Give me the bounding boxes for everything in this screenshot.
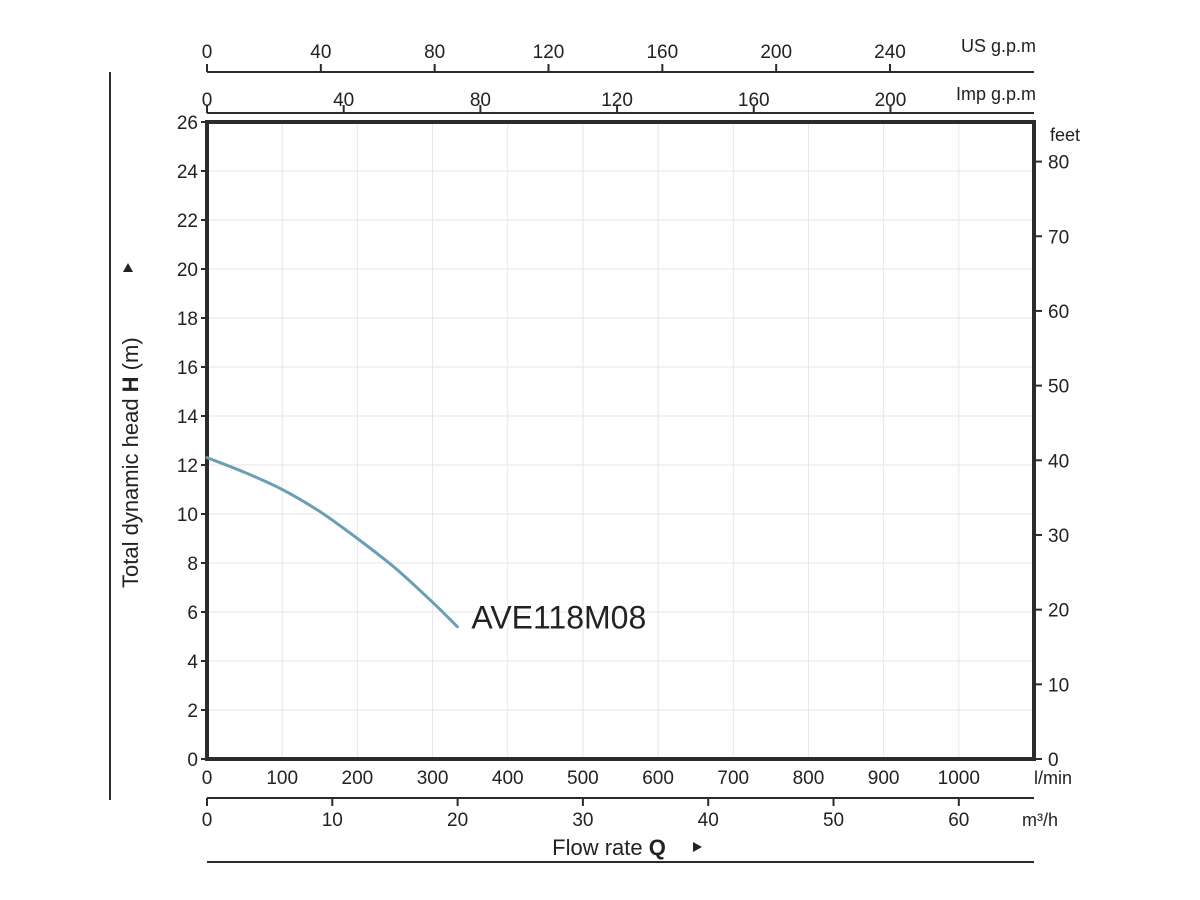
feet-axis-tick-label: 40 xyxy=(1048,451,1069,472)
y-axis-tick-label: 18 xyxy=(177,309,198,330)
us-gpm-axis-tick-label: 40 xyxy=(310,42,331,63)
us-gpm-axis-tick-label: 80 xyxy=(424,42,445,63)
imp-gpm-axis-tick-label: 200 xyxy=(875,90,907,111)
y-axis-tick-label: 0 xyxy=(187,750,198,771)
y-axis-feet: 0 10 20 30 40 50 60 70 80 feet xyxy=(1034,125,1080,771)
m3h-axis-tick-label: 40 xyxy=(698,810,719,831)
m3h-axis-tick-label: 60 xyxy=(948,810,969,831)
y-axis-title-prefix: Total dynamic head xyxy=(118,392,143,588)
us-gpm-axis-unit-label: US g.p.m xyxy=(961,36,1036,56)
m3h-axis-tick-label: 50 xyxy=(823,810,844,831)
feet-axis-tick-label: 0 xyxy=(1048,750,1059,771)
lmin-axis-tick-label: 400 xyxy=(492,768,524,789)
x-axis-title: Flow rate Q xyxy=(552,835,666,860)
y-axis-tick-label: 14 xyxy=(177,407,199,428)
feet-axis-tick-label: 60 xyxy=(1048,302,1069,323)
y-axis-tick-label: 2 xyxy=(187,701,198,722)
lmin-axis-tick-label: 800 xyxy=(793,768,825,789)
y-axis-tick-label: 24 xyxy=(177,162,199,183)
y-axis-tick-label: 16 xyxy=(177,358,198,379)
lmin-axis-tick-label: 600 xyxy=(642,768,674,789)
lmin-axis-tick-label: 0 xyxy=(202,768,213,789)
us-gpm-axis-tick-label: 160 xyxy=(646,42,678,63)
y-axis-title: Total dynamic head H (m) xyxy=(118,337,143,588)
imp-gpm-axis-tick-label: 160 xyxy=(738,90,770,111)
plot-frame xyxy=(205,120,1036,761)
y-axis-arrow-icon xyxy=(123,263,133,272)
imp-gpm-axis-tick-label: 40 xyxy=(333,90,354,111)
y-axis-tick-label: 22 xyxy=(177,211,198,232)
us-gpm-axis-tick-label: 0 xyxy=(202,42,213,63)
lmin-axis-tick-label: 200 xyxy=(342,768,374,789)
us-gpm-axis-tick-label: 200 xyxy=(760,42,792,63)
y-axis-tick-label: 20 xyxy=(177,260,198,281)
imp-gpm-axis-unit-label: Imp g.p.m xyxy=(956,84,1036,104)
lmin-axis-tick-label: 900 xyxy=(868,768,900,789)
feet-axis-tick-label: 10 xyxy=(1048,675,1069,696)
feet-axis-tick-label: 80 xyxy=(1048,153,1069,174)
m3h-axis-tick-label: 20 xyxy=(447,810,468,831)
y-axis-tick-label: 26 xyxy=(177,113,198,134)
top-flow-scales: 0 40 80 120 160 200 240 US g.p.m 0 40 80 120 160 200 I… xyxy=(202,36,1036,114)
feet-axis-tick-label: 30 xyxy=(1048,526,1069,547)
series-layer: AVE118M08 xyxy=(205,456,646,636)
bottom-flow-scales: 0 100 200 300 400 500 600 700 800 900 1000 l/min 0 10… xyxy=(202,768,1072,831)
series-label-AVE118M08: AVE118M08 xyxy=(471,600,646,636)
lmin-axis-tick-label: 100 xyxy=(266,768,298,789)
us-gpm-axis-tick-label: 120 xyxy=(533,42,565,63)
lmin-axis-tick-label: 300 xyxy=(417,768,449,789)
lmin-axis-unit-label: l/min xyxy=(1034,768,1072,788)
y-axis-tick-label: 12 xyxy=(177,456,198,477)
axis-titles: Total dynamic head H (m) Flow rate Q xyxy=(109,72,1034,863)
m3h-axis-tick-label: 10 xyxy=(322,810,343,831)
m3h-axis-tick-label: 30 xyxy=(572,810,593,831)
feet-axis-tick-label: 70 xyxy=(1048,227,1069,248)
y-axis-tick-label: 10 xyxy=(177,505,198,526)
x-axis-arrow-icon xyxy=(693,842,702,852)
x-axis-title-bold: Q xyxy=(649,835,666,860)
imp-gpm-axis-tick-label: 80 xyxy=(470,90,491,111)
series-line-AVE118M08 xyxy=(205,456,459,629)
y-axis-title-bold: H xyxy=(118,376,143,392)
lmin-axis-tick-label: 700 xyxy=(717,768,749,789)
imp-gpm-axis-tick-label: 0 xyxy=(202,90,213,111)
lmin-axis-tick-label: 1000 xyxy=(938,768,980,789)
y-axis-tick-label: 4 xyxy=(187,652,198,673)
lmin-axis-tick-label: 500 xyxy=(567,768,599,789)
m3h-axis-unit-label: m³/h xyxy=(1022,810,1058,830)
x-axis-title-prefix: Flow rate xyxy=(552,835,649,860)
y-axis-title-suffix: (m) xyxy=(118,337,143,376)
feet-axis-tick-label: 50 xyxy=(1048,377,1069,398)
grid-lines xyxy=(206,121,1034,760)
us-gpm-axis-tick-label: 240 xyxy=(874,42,906,63)
feet-axis-unit-label: feet xyxy=(1050,125,1080,145)
imp-gpm-axis-tick-label: 120 xyxy=(601,90,633,111)
feet-axis-tick-label: 20 xyxy=(1048,601,1069,622)
y-axis-tick-label: 8 xyxy=(187,554,198,575)
y-axis-tick-label: 6 xyxy=(187,603,198,624)
m3h-axis-tick-label: 0 xyxy=(202,810,213,831)
